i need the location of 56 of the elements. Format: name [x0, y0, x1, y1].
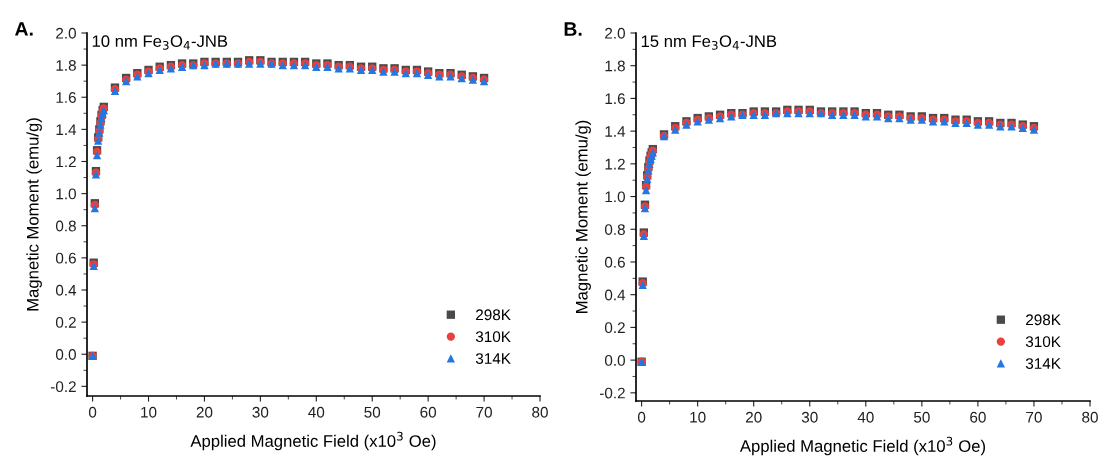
legend-label: 298K — [476, 309, 511, 321]
x-tick-label: 30 — [801, 411, 818, 423]
y-tick-label: 1.6 — [605, 93, 625, 105]
x-tick-label: 10 — [141, 406, 157, 418]
x-tick-label: 50 — [913, 411, 930, 423]
y-tick-label: 0.4 — [55, 284, 77, 296]
y-tick-label: 0.6 — [55, 252, 76, 264]
y-tick-label: 0.8 — [604, 224, 625, 235]
x-tick-label: 20 — [196, 406, 213, 418]
x-axis-title: Applied Magnetic Field (x10$^{3}$ Oe) — [739, 436, 985, 456]
legend-label: 314K — [475, 353, 511, 364]
y-axis-title: Magnetic Moment (emu/g) — [26, 118, 42, 311]
x-tick-label: 60 — [420, 406, 437, 418]
x-tick-label: 0 — [637, 411, 646, 423]
x-tick-label: 40 — [857, 411, 874, 423]
y-tick-label: 0.2 — [604, 322, 625, 334]
x-tick-label: 80 — [532, 406, 548, 418]
x-axis-title: Applied Magnetic Field (x10$^{3}$ Oe) — [190, 431, 436, 451]
y-tick-label: 2.0 — [56, 27, 76, 39]
y-tick-label: 2.0 — [605, 27, 625, 39]
x-tick-label: 70 — [476, 406, 492, 418]
y-tick-label: 0.8 — [55, 220, 76, 232]
chart-title: A. — [15, 22, 33, 36]
y-axis-title: Magnetic Moment (emu/g) — [575, 120, 591, 313]
y-tick-label: 0.2 — [55, 316, 76, 328]
y-tick-label: 1.0 — [56, 188, 76, 200]
x-tick-label: 10 — [690, 411, 706, 423]
y-tick-label: 0.6 — [604, 256, 625, 268]
y-tick-label: 0.0 — [55, 349, 76, 360]
y-tick-label: -0.2 — [599, 387, 625, 399]
legend-label: 314K — [1025, 358, 1061, 369]
annotation: 15 nm Fe$_{3}$O$_{4}$-JNB — [641, 35, 777, 50]
x-tick-label: 80 — [1082, 411, 1098, 423]
y-tick-label: 1.4 — [56, 124, 77, 135]
x-tick-label: 0 — [88, 406, 97, 418]
legend-label: 310K — [1025, 336, 1061, 348]
x-tick-label: 40 — [308, 406, 325, 418]
y-tick-label: 1.8 — [605, 60, 625, 72]
annotation: 10 nm Fe$_{3}$O$_{4}$-JNB — [92, 35, 228, 50]
legend-label: 310K — [475, 331, 511, 343]
y-tick-label: 1.8 — [56, 59, 76, 71]
x-tick-label: 60 — [970, 411, 986, 423]
chart-title: B. — [564, 22, 582, 36]
y-tick-label: -0.2 — [50, 381, 76, 393]
y-tick-label: 1.2 — [56, 156, 76, 168]
y-tick-label: 0.0 — [604, 354, 625, 366]
y-tick-label: 1.4 — [605, 126, 626, 137]
x-tick-label: 20 — [745, 411, 762, 423]
y-tick-label: 1.6 — [56, 92, 76, 103]
legend-label: 298K — [1026, 314, 1061, 326]
x-tick-label: 50 — [364, 406, 381, 418]
y-tick-label: 1.0 — [605, 191, 625, 203]
y-tick-label: 0.4 — [604, 289, 626, 301]
y-tick-label: 1.2 — [605, 158, 625, 170]
x-tick-label: 70 — [1026, 411, 1042, 423]
x-tick-label: 30 — [252, 406, 269, 418]
